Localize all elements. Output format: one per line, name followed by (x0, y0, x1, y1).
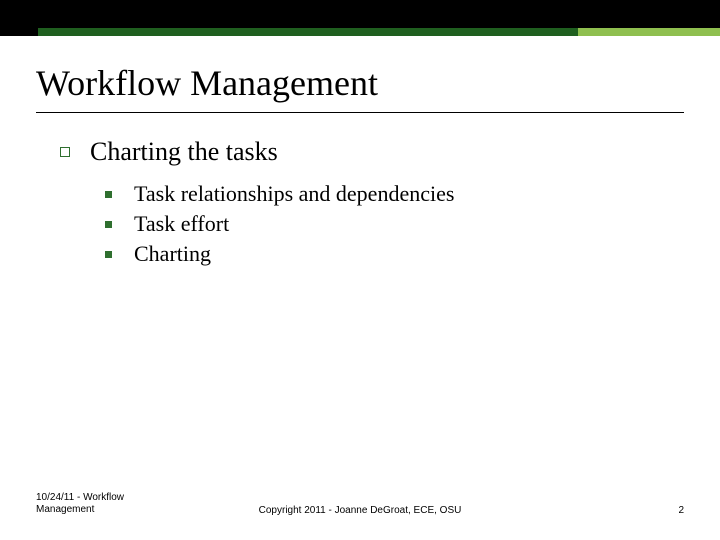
bullet-level1-text: Charting the tasks (90, 137, 278, 167)
solid-square-bullet-icon (105, 191, 112, 198)
footer-left-line1: 10/24/11 - Workflow (36, 492, 124, 503)
slide-title: Workflow Management (36, 62, 720, 104)
accent-segment-black (0, 28, 38, 36)
footer-left: 10/24/11 - Workflow Management (36, 492, 124, 516)
slide-number: 2 (678, 505, 684, 516)
bullet-level2: Task effort (105, 211, 720, 237)
bullet-level2-text: Charting (134, 241, 211, 267)
footer-left-line2: Management (36, 504, 94, 515)
solid-square-bullet-icon (105, 251, 112, 258)
slide-footer: 10/24/11 - Workflow Management Copyright… (36, 492, 684, 516)
title-underline (36, 112, 684, 113)
slide-top-bar (0, 0, 720, 36)
accent-segment-darkgreen (38, 28, 578, 36)
solid-square-bullet-icon (105, 221, 112, 228)
footer-center: Copyright 2011 - Joanne DeGroat, ECE, OS… (259, 505, 462, 516)
bullet-level2-list: Task relationships and dependencies Task… (105, 181, 720, 267)
bullet-level1: Charting the tasks (60, 137, 720, 167)
bullet-level2-text: Task relationships and dependencies (134, 181, 454, 207)
hollow-square-bullet-icon (60, 147, 70, 157)
bullet-level2-text: Task effort (134, 211, 229, 237)
slide-accent-stripe (0, 28, 720, 36)
accent-segment-lightgreen (578, 28, 720, 36)
bullet-level2: Task relationships and dependencies (105, 181, 720, 207)
slide-content: Charting the tasks Task relationships an… (60, 137, 720, 267)
bullet-level2: Charting (105, 241, 720, 267)
